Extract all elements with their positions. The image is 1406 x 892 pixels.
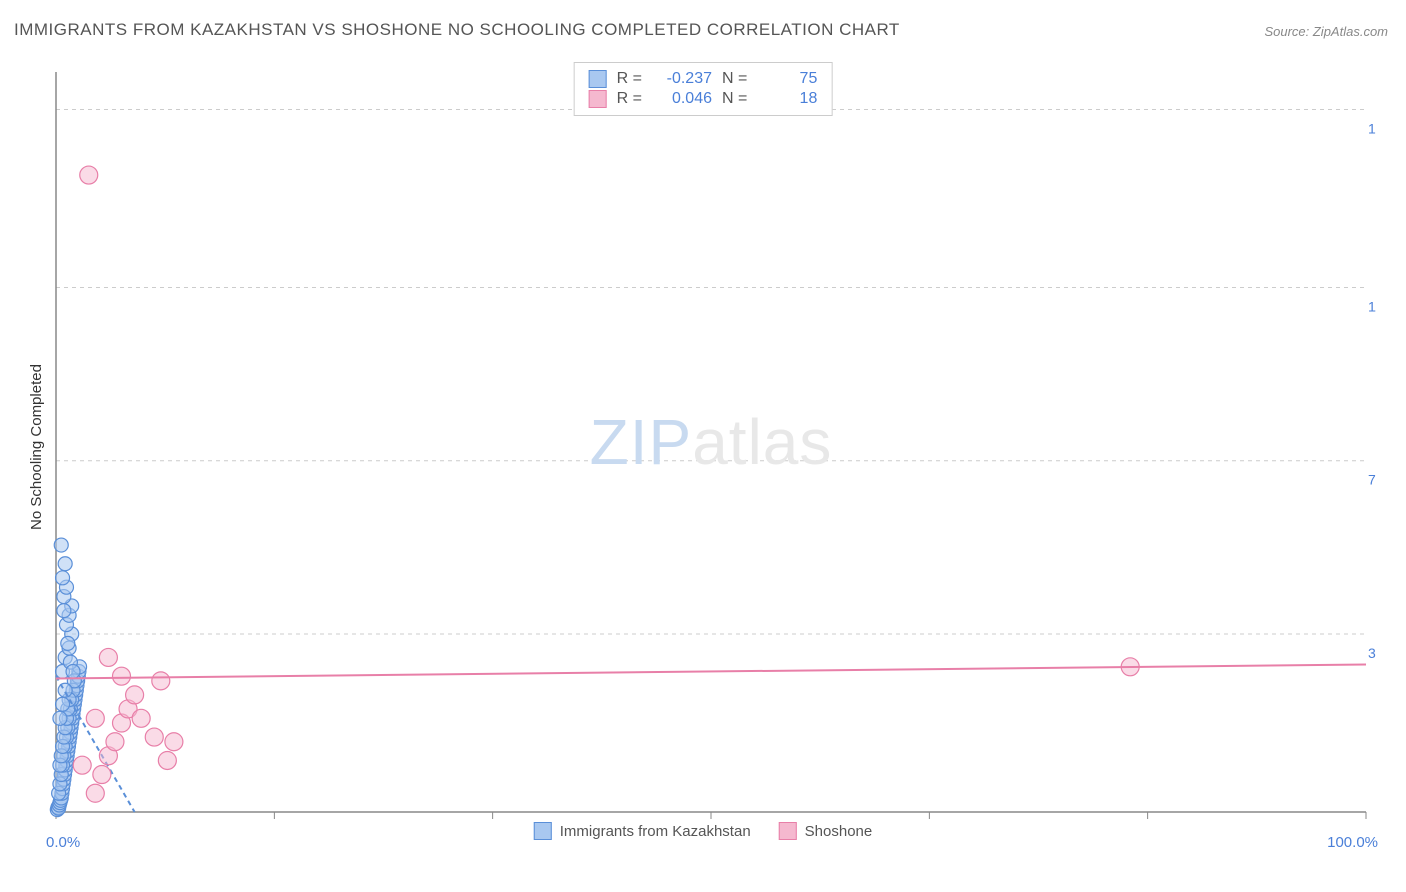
chart-area: ZIPatlas 3.8%7.5%11.2%15.0%: [46, 62, 1376, 822]
r-value: 0.046: [656, 90, 712, 108]
legend-row-kazakhstan: R = -0.237 N = 75: [589, 69, 818, 89]
source-attribution: Source: ZipAtlas.com: [1264, 24, 1388, 39]
n-value: 18: [761, 90, 817, 108]
n-label: N =: [722, 90, 747, 108]
y-axis-label: No Schooling Completed: [28, 364, 45, 530]
n-label: N =: [722, 70, 747, 88]
chart-title: IMMIGRANTS FROM KAZAKHSTAN VS SHOSHONE N…: [14, 20, 900, 40]
svg-text:11.2%: 11.2%: [1368, 298, 1376, 314]
legend-label-shoshone: Shoshone: [805, 823, 873, 840]
swatch-kazakhstan: [589, 70, 607, 88]
svg-text:3.8%: 3.8%: [1368, 645, 1376, 661]
legend-item-shoshone: Shoshone: [779, 822, 873, 840]
scatter-chart: 3.8% 7.5% 11.2% 15.0%: [46, 62, 1376, 822]
x-tick-label-min: 0.0%: [46, 834, 80, 851]
legend-row-shoshone: R = 0.046 N = 18: [589, 89, 818, 109]
swatch-shoshone: [779, 822, 797, 840]
x-tick-label-max: 100.0%: [1327, 834, 1378, 851]
r-value: -0.237: [656, 70, 712, 88]
r-label: R =: [617, 70, 642, 88]
swatch-shoshone: [589, 90, 607, 108]
correlation-legend: R = -0.237 N = 75 R = 0.046 N = 18: [574, 62, 833, 116]
swatch-kazakhstan: [534, 822, 552, 840]
series-legend: Immigrants from Kazakhstan Shoshone: [534, 822, 872, 840]
series-shoshone: [56, 166, 1366, 802]
legend-item-kazakhstan: Immigrants from Kazakhstan: [534, 822, 751, 840]
n-value: 75: [761, 70, 817, 88]
r-label: R =: [617, 90, 642, 108]
legend-label-kazakhstan: Immigrants from Kazakhstan: [560, 823, 751, 840]
svg-text:15.0%: 15.0%: [1368, 120, 1376, 136]
svg-text:7.5%: 7.5%: [1368, 472, 1376, 488]
